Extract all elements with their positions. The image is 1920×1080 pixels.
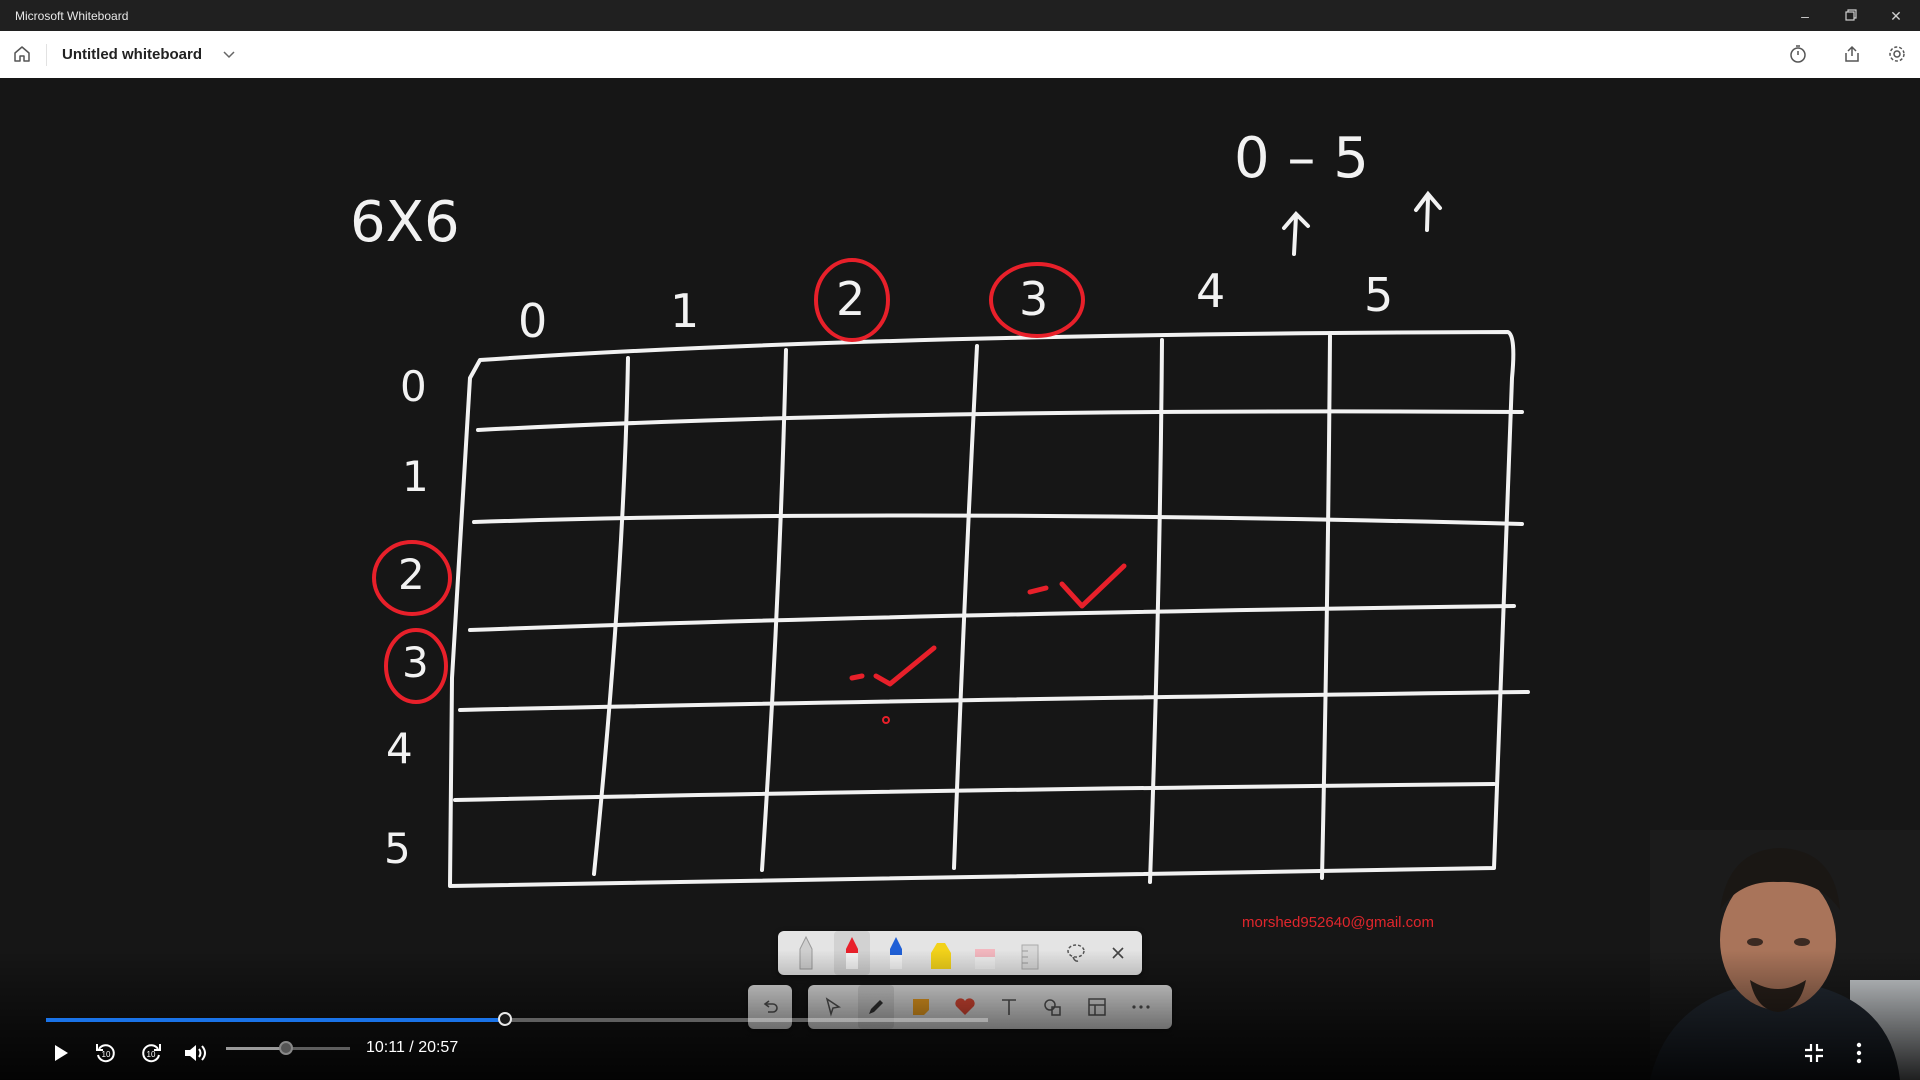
range-label: 0 – 5 bbox=[1234, 126, 1369, 191]
row-label: 2 bbox=[398, 550, 425, 599]
grid-col-line bbox=[760, 348, 788, 872]
chevron-down-icon[interactable] bbox=[222, 47, 236, 66]
dot-mark bbox=[849, 673, 865, 681]
watermark-email: morshed952640@gmail.com bbox=[1242, 914, 1434, 931]
red-circles bbox=[372, 258, 1085, 704]
grid-row-line bbox=[468, 604, 1516, 632]
circle-col-3 bbox=[989, 262, 1085, 338]
grid-col-line bbox=[1148, 338, 1164, 884]
exit-fullscreen-icon[interactable] bbox=[1797, 1036, 1831, 1070]
arrow-up-icon bbox=[1414, 190, 1442, 232]
check-icon bbox=[1059, 563, 1127, 609]
grid-col-line bbox=[1320, 334, 1332, 880]
gear-icon[interactable] bbox=[1887, 44, 1907, 69]
arrow-up-icon bbox=[1282, 211, 1310, 256]
circle-col-2 bbox=[814, 258, 890, 342]
play-icon[interactable] bbox=[44, 1036, 78, 1070]
restore-icon[interactable] bbox=[1839, 6, 1863, 26]
svg-text:10: 10 bbox=[102, 1050, 111, 1059]
column-label: 5 bbox=[1364, 268, 1394, 322]
divider bbox=[46, 44, 47, 66]
window-titlebar: Microsoft Whiteboard – ✕ bbox=[0, 0, 1920, 31]
row-label: 4 bbox=[386, 724, 413, 773]
progress-fill bbox=[46, 1018, 505, 1022]
cursor-dot bbox=[882, 716, 890, 724]
volume-fill bbox=[226, 1047, 286, 1050]
row-label: 3 bbox=[402, 638, 429, 687]
circle-row-2 bbox=[372, 540, 452, 616]
forward-10-icon[interactable]: 10 bbox=[134, 1036, 168, 1070]
more-options-icon[interactable] bbox=[1842, 1036, 1876, 1070]
minimize-icon[interactable]: – bbox=[1801, 8, 1809, 24]
time-display: 10:11 / 20:57 bbox=[366, 1039, 459, 1056]
grid-row-line bbox=[453, 782, 1496, 802]
check-icon bbox=[873, 645, 937, 687]
grid-row-line bbox=[476, 409, 1524, 432]
grid-row-line bbox=[472, 513, 1524, 526]
player-gradient bbox=[0, 950, 1920, 1080]
row-label: 5 bbox=[384, 824, 411, 873]
ink-layer bbox=[372, 190, 1530, 888]
volume-slider[interactable] bbox=[226, 1041, 350, 1055]
column-label: 3 bbox=[1019, 272, 1049, 326]
column-label: 0 bbox=[518, 294, 548, 348]
progress-thumb[interactable] bbox=[497, 1012, 512, 1026]
timer-icon[interactable] bbox=[1788, 44, 1808, 69]
grid-row-line bbox=[458, 690, 1530, 712]
circle-row-3 bbox=[384, 628, 448, 704]
grid-size-label: 6X6 bbox=[350, 190, 460, 255]
range-arrows bbox=[1282, 190, 1442, 256]
close-icon[interactable]: ✕ bbox=[1890, 8, 1902, 24]
progress-bar[interactable] bbox=[46, 1012, 988, 1026]
grid-outline bbox=[448, 330, 1516, 888]
window-title: Microsoft Whiteboard bbox=[15, 9, 129, 23]
row-label: 1 bbox=[402, 452, 429, 501]
app-header: Untitled whiteboard bbox=[0, 31, 1920, 79]
volume-thumb[interactable] bbox=[278, 1041, 293, 1055]
column-label: 2 bbox=[836, 272, 866, 326]
grid-col-line bbox=[592, 356, 630, 876]
column-label: 4 bbox=[1196, 264, 1226, 318]
volume-icon[interactable] bbox=[178, 1036, 212, 1070]
column-label: 1 bbox=[670, 284, 700, 338]
whiteboard-canvas[interactable]: 6X6 0 – 5 0 1 2 3 4 5 0 1 2 3 4 5 bbox=[0, 78, 1920, 1080]
rewind-10-icon[interactable]: 10 bbox=[89, 1036, 123, 1070]
share-icon[interactable] bbox=[1842, 44, 1862, 69]
dot-mark bbox=[1027, 585, 1049, 595]
document-title[interactable]: Untitled whiteboard bbox=[62, 46, 202, 63]
grid-col-line bbox=[952, 344, 979, 870]
red-checkmarks bbox=[849, 563, 1127, 724]
grid-drawing bbox=[448, 330, 1530, 888]
svg-text:10: 10 bbox=[147, 1050, 156, 1059]
row-label: 0 bbox=[400, 362, 427, 411]
home-icon[interactable] bbox=[12, 44, 32, 69]
